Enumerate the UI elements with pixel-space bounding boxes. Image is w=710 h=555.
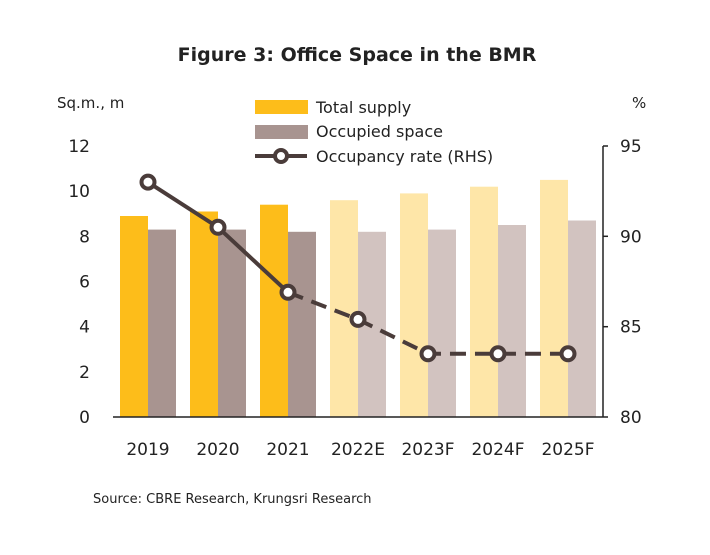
bar-occupied-space-2024F <box>498 225 526 417</box>
occupancy-point-2024F <box>489 345 507 363</box>
legend-label-occupied-space: Occupied space <box>316 122 443 141</box>
right-tick-label-95: 95 <box>620 137 642 157</box>
right-tick-label-80: 80 <box>620 408 642 428</box>
right-tick-label-90: 90 <box>620 227 642 247</box>
bar-total-supply-2020 <box>190 211 218 417</box>
occupancy-point-2021 <box>279 283 297 301</box>
x-tick-label-2022E: 2022E <box>331 440 385 460</box>
bar-occupied-space-2020 <box>218 229 246 417</box>
bar-occupied-space-2025F <box>568 220 596 417</box>
left-tick-label-8: 8 <box>79 227 90 247</box>
occupancy-point-2023F <box>419 345 437 363</box>
bar-occupied-space-2021 <box>288 231 316 417</box>
bar-total-supply-2023F <box>400 193 428 417</box>
x-tick-label-2020: 2020 <box>196 440 239 460</box>
left-tick-label-6: 6 <box>79 273 90 293</box>
legend-swatch-occupancy-marker <box>273 148 289 164</box>
bars-layer <box>120 179 596 417</box>
occupancy-point-2019 <box>139 173 157 191</box>
occupancy-point-2020 <box>209 218 227 236</box>
bar-total-supply-2022E <box>330 200 358 417</box>
right-axis-unit: % <box>632 94 646 112</box>
legend-label-total-supply: Total supply <box>315 98 411 117</box>
left-tick-label-2: 2 <box>79 363 90 383</box>
bar-total-supply-2025F <box>540 179 568 417</box>
bar-occupied-space-2023F <box>428 229 456 417</box>
bar-total-supply-2021 <box>260 204 288 417</box>
left-axis-unit: Sq.m., m <box>57 94 124 112</box>
legend-swatch-total-supply <box>255 100 308 114</box>
bar-total-supply-2024F <box>470 186 498 417</box>
left-tick-label-10: 10 <box>68 182 90 202</box>
bar-total-supply-2019 <box>120 216 148 417</box>
x-tick-label-2019: 2019 <box>126 440 169 460</box>
x-tick-label-2021: 2021 <box>266 440 309 460</box>
right-tick-label-85: 85 <box>620 318 642 338</box>
left-tick-label-0: 0 <box>79 408 90 428</box>
x-tick-label-2025F: 2025F <box>541 440 594 460</box>
x-tick-label-2024F: 2024F <box>471 440 524 460</box>
left-tick-label-12: 12 <box>68 137 90 157</box>
axes-layer: 0 2 4 6 8 10 12 80 85 90 95 2019 2020 2021 2022E 2023F 2… <box>68 137 641 460</box>
legend-label-occupancy-rate: Occupancy rate (RHS) <box>316 147 493 166</box>
x-tick-label-2023F: 2023F <box>401 440 454 460</box>
chart-title: Figure 3: Office Space in the BMR <box>178 44 537 66</box>
occupancy-point-2022E <box>349 310 367 328</box>
occupancy-line-layer <box>139 173 577 363</box>
source-note: Source: CBRE Research, Krungsri Research <box>93 492 372 507</box>
left-tick-label-4: 4 <box>79 318 90 338</box>
legend-swatch-occupied-space <box>255 125 308 139</box>
bar-occupied-space-2019 <box>148 229 176 417</box>
occupancy-point-2025F <box>559 345 577 363</box>
legend: Total supply Occupied space Occupancy ra… <box>255 98 493 166</box>
